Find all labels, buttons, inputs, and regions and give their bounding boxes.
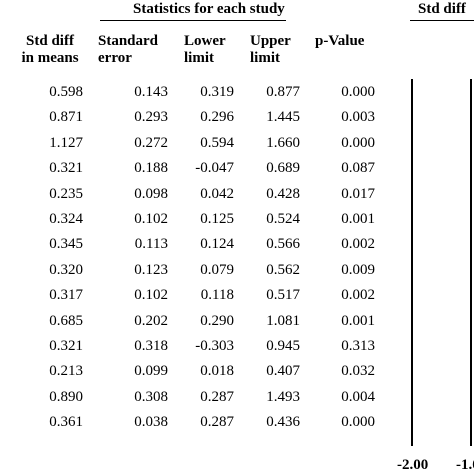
table-cell: 0.009 bbox=[341, 262, 375, 278]
table-cell: 0.235 bbox=[49, 186, 83, 202]
table-cell: 0.689 bbox=[266, 160, 300, 176]
table-cell: 0.594 bbox=[200, 135, 234, 151]
table-cell: 0.123 bbox=[134, 262, 168, 278]
table-cell: 0.188 bbox=[134, 160, 168, 176]
table-cell: 0.685 bbox=[49, 313, 83, 329]
stats-section-title: Statistics for each study bbox=[133, 1, 285, 17]
table-cell: 0.001 bbox=[341, 313, 375, 329]
table-cell: 0.038 bbox=[134, 414, 168, 430]
table-cell: 0.099 bbox=[134, 363, 168, 379]
col-header-lower-limit: Lower limit bbox=[184, 33, 226, 66]
table-cell: 1.445 bbox=[266, 109, 300, 125]
table-cell: 0.001 bbox=[341, 211, 375, 227]
table-cell: 0.428 bbox=[266, 186, 300, 202]
table-cell: 0.018 bbox=[200, 363, 234, 379]
col-header-std-diff: Std diff in means bbox=[21, 33, 79, 66]
table-cell: 0.598 bbox=[49, 84, 83, 100]
table-cell: 0.079 bbox=[200, 262, 234, 278]
table-cell: 0.407 bbox=[266, 363, 300, 379]
forest-title-underline bbox=[410, 20, 474, 21]
table-cell: 0.002 bbox=[341, 287, 375, 303]
table-cell: 0.293 bbox=[134, 109, 168, 125]
table-cell: 0.003 bbox=[341, 109, 375, 125]
table-cell: 0.017 bbox=[341, 186, 375, 202]
table-cell: -0.303 bbox=[195, 338, 234, 354]
table-cell: 0.032 bbox=[341, 363, 375, 379]
table-cell: 0.213 bbox=[49, 363, 83, 379]
table-cell: 0.098 bbox=[134, 186, 168, 202]
table-cell: 0.319 bbox=[200, 84, 234, 100]
table-cell: 0.102 bbox=[134, 211, 168, 227]
table-cell: 0.313 bbox=[341, 338, 375, 354]
table-cell: 0.272 bbox=[134, 135, 168, 151]
table-cell: 0.361 bbox=[49, 414, 83, 430]
axis-tick-label: -2.00 bbox=[397, 457, 429, 473]
table-cell: 0.004 bbox=[341, 389, 375, 405]
table-cell: 1.660 bbox=[266, 135, 300, 151]
table-cell: 0.042 bbox=[200, 186, 234, 202]
table-cell: 1.127 bbox=[49, 135, 83, 151]
table-cell: 0.320 bbox=[49, 262, 83, 278]
col-header-p-value: p-Value bbox=[315, 33, 365, 49]
axis-tick-label: -1.0 bbox=[456, 457, 474, 473]
table-cell: 1.081 bbox=[266, 313, 300, 329]
table-cell: 0.877 bbox=[266, 84, 300, 100]
table-cell: 0.143 bbox=[134, 84, 168, 100]
table-cell: 0.202 bbox=[134, 313, 168, 329]
table-cell: 0.113 bbox=[134, 236, 168, 252]
table-cell: 0.945 bbox=[266, 338, 300, 354]
table-cell: 0.562 bbox=[266, 262, 300, 278]
table-cell: 0.308 bbox=[134, 389, 168, 405]
table-cell: 0.287 bbox=[200, 414, 234, 430]
forest-plot-left-border bbox=[411, 79, 413, 446]
table-cell: 0.102 bbox=[134, 287, 168, 303]
table-cell: 0.321 bbox=[49, 338, 83, 354]
col-header-standard-error: Standard error bbox=[98, 33, 159, 66]
table-cell: 1.493 bbox=[266, 389, 300, 405]
stats-title-underline bbox=[100, 20, 286, 21]
forest-plot-right-border bbox=[470, 79, 472, 446]
table-cell: 0.000 bbox=[341, 84, 375, 100]
table-cell: 0.124 bbox=[200, 236, 234, 252]
table-cell: 0.002 bbox=[341, 236, 375, 252]
table-cell: -0.047 bbox=[195, 160, 234, 176]
table-cell: 0.871 bbox=[49, 109, 83, 125]
table-cell: 0.436 bbox=[266, 414, 300, 430]
forest-plot-title: Std diff bbox=[418, 1, 466, 17]
table-cell: 0.318 bbox=[134, 338, 168, 354]
col-header-upper-limit: Upper limit bbox=[250, 33, 291, 66]
table-cell: 0.087 bbox=[341, 160, 375, 176]
table-cell: 0.566 bbox=[266, 236, 300, 252]
table-cell: 0.000 bbox=[341, 135, 375, 151]
table-cell: 0.125 bbox=[200, 211, 234, 227]
table-cell: 0.118 bbox=[200, 287, 234, 303]
table-cell: 0.000 bbox=[341, 414, 375, 430]
table-cell: 0.317 bbox=[49, 287, 83, 303]
table-cell: 0.290 bbox=[200, 313, 234, 329]
table-cell: 0.324 bbox=[49, 211, 83, 227]
table-cell: 0.321 bbox=[49, 160, 83, 176]
table-cell: 0.890 bbox=[49, 389, 83, 405]
table-cell: 0.345 bbox=[49, 236, 83, 252]
table-cell: 0.524 bbox=[266, 211, 300, 227]
table-cell: 0.287 bbox=[200, 389, 234, 405]
table-cell: 0.296 bbox=[200, 109, 234, 125]
table-cell: 0.517 bbox=[266, 287, 300, 303]
